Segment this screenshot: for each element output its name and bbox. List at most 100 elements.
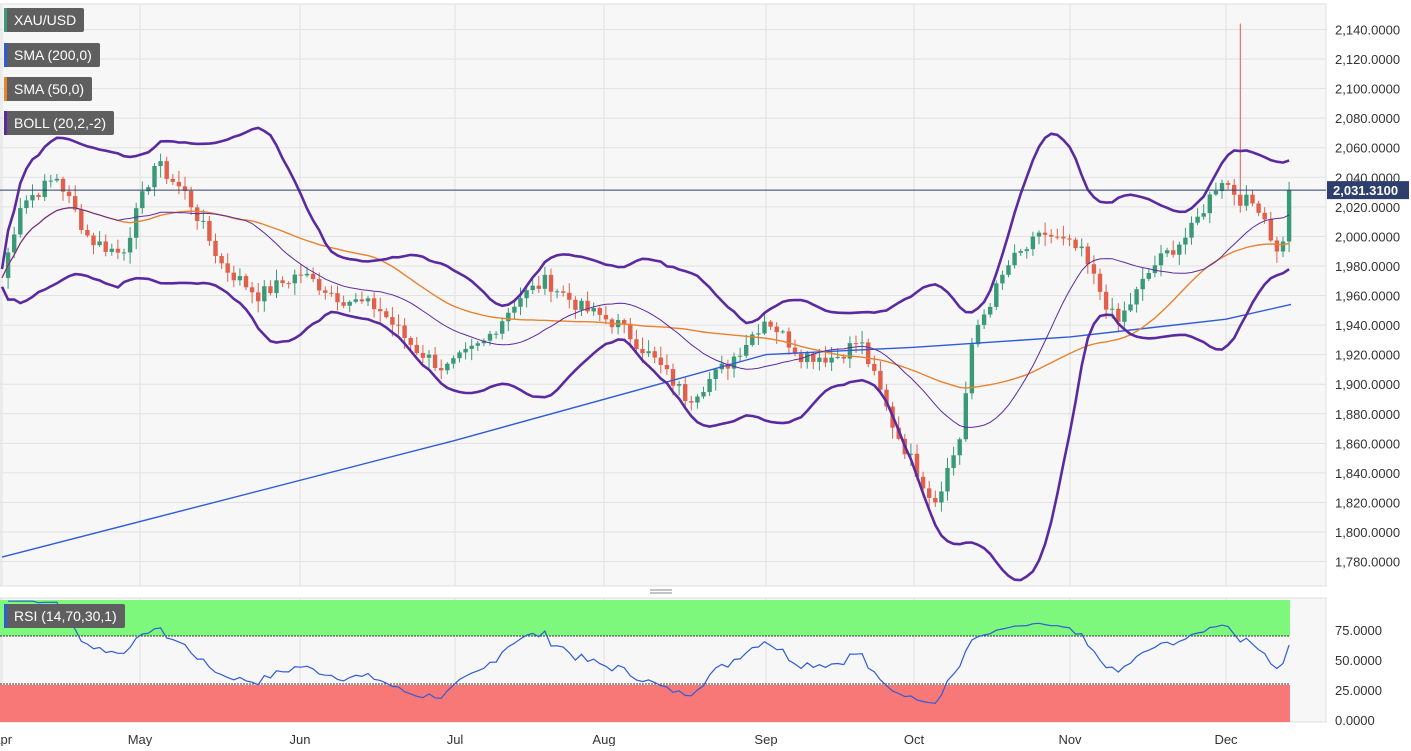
candle-body [1036,232,1042,237]
candle-body [866,342,871,364]
candle-body [1091,264,1097,274]
candle-body [12,234,17,253]
candle-body [140,191,145,209]
legend-symbol-label: XAU/USD [14,12,77,28]
candle-body [512,306,517,313]
candle-body [1012,252,1017,266]
candle-body [66,191,72,197]
last-price-label: 2,031.3100 [1333,183,1398,198]
candle-body [1079,246,1084,249]
candle-body [1213,190,1219,195]
rsi-overbought-zone [0,600,1290,636]
candle-body [750,334,755,345]
candle-body [365,298,371,302]
candle-body [54,178,60,181]
candle-body [1158,253,1164,266]
candle-body [725,363,731,369]
y-tick-label: 2,060.0000 [1335,141,1400,156]
candle-body [249,287,255,293]
candle-body [585,300,590,312]
candle-body [695,396,700,403]
candle-body [945,467,950,492]
legend-sma200[interactable]: SMA (200,0) [4,43,100,67]
candle-body [1244,194,1249,206]
candle-body [628,323,633,340]
boll-swatch [4,111,7,135]
candle-body [256,292,261,302]
candle-body [652,351,657,358]
candle-body [487,333,493,341]
candle-body [567,292,572,300]
legend-rsi-label: RSI (14,70,30,1) [14,608,117,624]
candle-body [933,497,938,503]
candle-body [42,180,47,197]
candle-body [963,393,968,440]
candle-body [1018,251,1023,253]
candle-body [91,235,96,246]
candle-body [927,488,932,498]
rsi-y-tick-label: 50.0000 [1335,653,1382,668]
y-tick-label: 1,980.0000 [1335,259,1400,274]
x-tick-label: Apr [0,732,13,746]
candle-body [341,302,346,306]
y-tick-label: 1,860.0000 [1335,436,1400,451]
candle-body [1140,278,1145,290]
candle-body [432,354,438,369]
candle-body [701,392,706,397]
candle-body [817,357,822,362]
rsi-line [8,600,1290,704]
candle-body [951,455,956,468]
candle-body [445,363,450,371]
candle-body [762,321,767,334]
candle-body [841,356,846,359]
candle-body [109,248,114,252]
candle-body [829,357,834,363]
rsi-y-tick-label: 0.0000 [1335,713,1375,728]
y-tick-label: 2,120.0000 [1335,52,1400,67]
candle-body [158,161,163,166]
candle-body [170,178,175,182]
legend-rsi[interactable]: RSI (14,70,30,1) [4,604,125,628]
candle-body [524,290,529,299]
y-tick-label: 1,820.0000 [1335,495,1400,510]
main-panel-bg [0,3,1327,587]
candle-body [1085,246,1090,265]
candle-body [786,331,792,348]
legend-sma50-label: SMA (50,0) [14,81,85,97]
legend-sma50[interactable]: SMA (50,0) [4,77,93,101]
candle-body [323,290,328,293]
candle-body [298,274,304,276]
legend-boll[interactable]: BOLL (20,2,-2) [4,111,115,135]
candle-body [402,325,407,338]
candle-body [176,181,182,187]
candle-body [134,208,139,238]
candle-body [1219,183,1225,191]
candle-body [24,200,29,209]
legend-symbol[interactable]: XAU/USD [4,8,85,32]
candle-body [683,384,688,402]
candle-body [823,357,828,363]
candle-body [603,314,609,320]
candle-body [975,324,981,345]
candle-body [768,321,773,327]
candle-body [1122,310,1127,322]
candle-body [1201,213,1206,217]
candle-body [994,283,999,307]
y-tick-label: 2,000.0000 [1335,229,1400,244]
candle-body [914,453,920,477]
candle-body [1067,238,1072,240]
candle-body [597,307,602,315]
candle-body [774,326,779,333]
candle-body [622,320,627,324]
y-tick-label: 2,100.0000 [1335,82,1400,97]
candle-body [1256,203,1261,213]
candle-body [1024,249,1029,252]
candle-body [127,237,133,253]
boll-lower-band [0,268,1290,582]
candle-body [396,324,401,326]
candle-body [1183,237,1188,245]
candle-body [231,272,236,281]
candle-body [378,309,383,312]
candle-body [500,321,505,334]
